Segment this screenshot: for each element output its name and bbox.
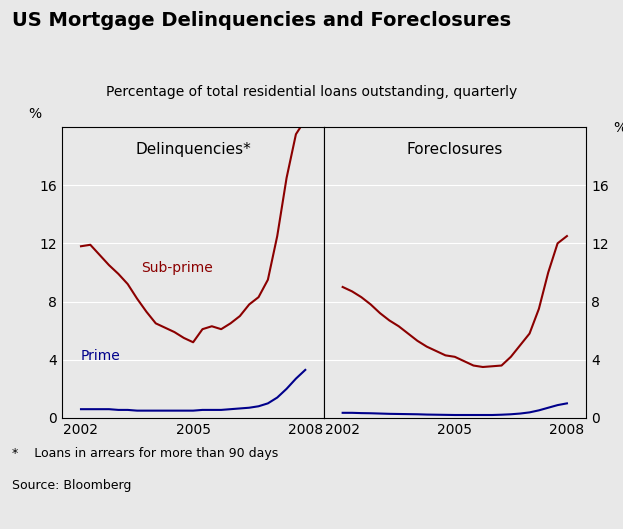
Text: Sub-prime: Sub-prime [141, 261, 212, 276]
Text: US Mortgage Delinquencies and Foreclosures: US Mortgage Delinquencies and Foreclosur… [12, 11, 511, 30]
Y-axis label: %: % [613, 121, 623, 135]
Text: Percentage of total residential loans outstanding, quarterly: Percentage of total residential loans ou… [106, 85, 517, 98]
Text: *    Loans in arrears for more than 90 days: * Loans in arrears for more than 90 days [12, 447, 278, 460]
Text: %: % [28, 107, 41, 121]
Text: Source: Bloomberg: Source: Bloomberg [12, 479, 132, 492]
Text: Prime: Prime [80, 349, 120, 363]
Text: Delinquencies*: Delinquencies* [135, 141, 251, 157]
Text: Foreclosures: Foreclosures [407, 141, 503, 157]
